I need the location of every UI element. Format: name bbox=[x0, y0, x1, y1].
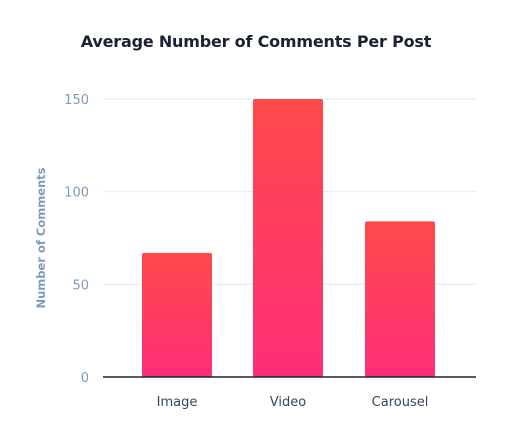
bar-video bbox=[253, 99, 323, 377]
y-tick-label: 100 bbox=[64, 186, 89, 201]
y-axis-ticks: 0 50 100 150 bbox=[64, 93, 89, 386]
x-tick-label-carousel: Carousel bbox=[372, 395, 429, 410]
x-tick-label-video: Video bbox=[270, 395, 306, 410]
x-axis-ticks: Image Video Carousel bbox=[157, 395, 429, 410]
bar-image bbox=[142, 252, 212, 377]
y-tick-label: 50 bbox=[72, 278, 89, 293]
bars bbox=[142, 99, 435, 377]
y-tick-label: 150 bbox=[64, 93, 89, 108]
chart-title: Average Number of Comments Per Post bbox=[80, 32, 432, 51]
x-tick-label-image: Image bbox=[157, 395, 198, 410]
y-tick-label: 0 bbox=[81, 371, 89, 386]
bar-carousel bbox=[365, 221, 435, 377]
y-axis-title: Number of Comments bbox=[34, 167, 48, 308]
